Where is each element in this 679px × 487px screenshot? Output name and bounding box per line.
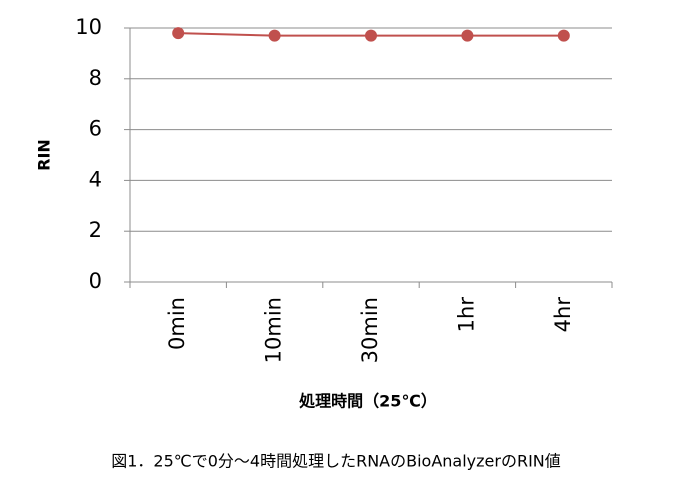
y-tick-label: 0 bbox=[89, 269, 102, 293]
x-tick-label: 10min bbox=[262, 297, 286, 363]
point bbox=[557, 29, 570, 42]
y-tick-label: 6 bbox=[89, 117, 102, 141]
x-tick-label: 0min bbox=[165, 297, 189, 350]
x-tick-label: 30min bbox=[358, 297, 382, 363]
y-tick-label: 10 bbox=[75, 15, 102, 39]
y-axis-title: RIN bbox=[35, 139, 54, 171]
point bbox=[268, 29, 281, 42]
x-tick-label: 1hr bbox=[454, 297, 478, 333]
x-tick-label: 4hr bbox=[551, 297, 575, 333]
x-axis-title: 処理時間（25℃） bbox=[299, 392, 437, 411]
caption: 図1．25℃で0分～4時間処理したRNAのBioAnalyzerのRIN値 bbox=[111, 452, 561, 471]
point bbox=[365, 29, 377, 42]
point bbox=[172, 27, 185, 40]
y-tick-label: 8 bbox=[89, 66, 102, 90]
point bbox=[461, 29, 474, 42]
y-tick-label: 4 bbox=[89, 167, 102, 191]
y-tick-label: 2 bbox=[89, 218, 102, 242]
